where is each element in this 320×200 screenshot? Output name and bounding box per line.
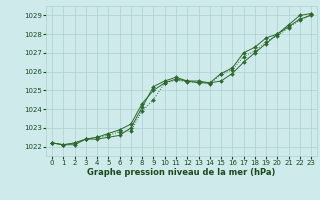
X-axis label: Graphe pression niveau de la mer (hPa): Graphe pression niveau de la mer (hPa) — [87, 168, 276, 177]
